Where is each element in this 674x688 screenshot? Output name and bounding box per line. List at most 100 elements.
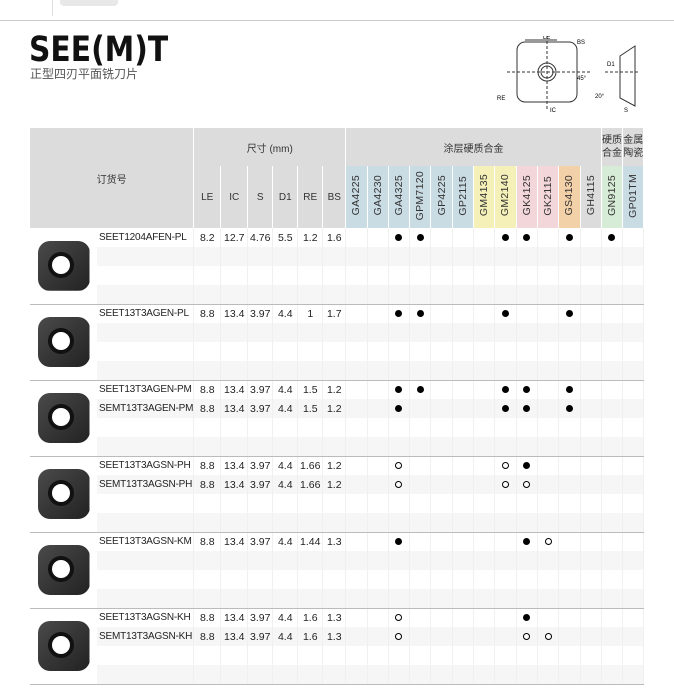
grade-cell-ga4225: [345, 380, 368, 399]
grade-cell-gh4115: [580, 304, 602, 323]
grade-cell-gh4115: [580, 380, 602, 399]
grade-cell-gk4125: [516, 304, 538, 323]
dim-value-ic: 13.4: [220, 304, 249, 323]
page-title: SEE(M)T: [29, 30, 169, 70]
dim-value-s: [247, 646, 274, 665]
dim-value-le: [193, 247, 222, 266]
label-s: S: [624, 108, 628, 114]
grade-label: GA4325: [392, 175, 405, 216]
grade-label: GPM7120: [414, 170, 427, 221]
dim-value-d1: 4.4: [272, 627, 299, 646]
dim-value-bs: [322, 342, 347, 361]
grade-cell-gn9125: [601, 380, 624, 399]
dim-value-bs: 1.3: [322, 532, 347, 551]
grade-cell-gm2140: [494, 589, 517, 609]
dim-value-le: [193, 513, 222, 533]
order-code: [97, 342, 195, 361]
grade-cell-gpm7120: [409, 266, 432, 285]
grade-cell-gp2115: [452, 418, 475, 437]
optional-circle-icon: [395, 613, 403, 621]
grade-cell-gm4135: [473, 570, 496, 589]
grade-label: GN9125: [605, 175, 618, 216]
recommended-dot-icon: [608, 233, 616, 241]
grade-cell-gk4125: [516, 627, 538, 646]
insert-image: [30, 380, 97, 457]
grade-cell-gk4125: [516, 589, 538, 609]
grade-cell-gm2140: [494, 437, 517, 457]
recommended-dot-icon: [416, 385, 424, 393]
grade-cell-gm2140: [494, 228, 517, 247]
grade-cell-gp4225: [430, 380, 453, 399]
grade-cell-gp2115: [452, 247, 475, 266]
dim-value-ic: [220, 646, 249, 665]
grade-cell-gh4115: [580, 665, 602, 685]
grade-cell-gp4225: [430, 665, 453, 685]
grade-cell-gp01tm: [622, 437, 645, 457]
dim-value-re: [297, 551, 324, 570]
grade-cell-ga4230: [367, 399, 389, 418]
grade-cell-gp01tm: [622, 475, 645, 494]
grade-cell-gm4135: [473, 494, 496, 513]
grade-cell-ga4225: [345, 418, 368, 437]
grade-cell-gm2140: [494, 456, 517, 475]
grade-cell-gp2115: [452, 228, 475, 247]
grade-cell-ga4325: [388, 247, 411, 266]
dim-value-le: 8.8: [193, 532, 222, 551]
grade-cell-gh4115: [580, 228, 602, 247]
divider: [52, 0, 53, 16]
grade-cell-gk4125: [516, 646, 538, 665]
dim-value-re: [297, 285, 324, 305]
dim-value-s: 3.97: [247, 475, 274, 494]
dim-value-s: 4.76: [247, 228, 274, 247]
grade-label: GA4225: [350, 175, 363, 216]
dim-value-bs: [322, 247, 347, 266]
grade-cell-gp01tm: [622, 589, 645, 609]
recommended-dot-icon: [395, 309, 403, 317]
dim-value-ic: [220, 323, 249, 342]
optional-circle-icon: [523, 632, 531, 640]
dim-value-bs: [322, 513, 347, 533]
grade-cell-gp4225: [430, 494, 453, 513]
dim-value-re: 1: [297, 304, 324, 323]
dim-value-le: 8.8: [193, 627, 222, 646]
grade-cell-ga4325: [388, 399, 411, 418]
grade-label: GM4135: [478, 174, 491, 217]
grade-cell-gk2115: [537, 342, 560, 361]
dim-value-s: 3.97: [247, 399, 274, 418]
dim-value-s: [247, 551, 274, 570]
table-row: SEET13T3AGEN-PL 8.8 13.4 3.97 4.4 1 1.7: [30, 304, 645, 381]
dim-value-s: [247, 494, 274, 513]
grade-cell-gk2115: [537, 380, 560, 399]
grade-cell-ga4225: [345, 228, 368, 247]
dim-value-bs: [322, 551, 347, 570]
grade-cell-gp4225: [430, 475, 453, 494]
table-row: SEET13T3AGSN-PH 8.8 13.4 3.97 4.4 1.66 1.2: [30, 456, 645, 533]
grade-cell-gm4135: [473, 475, 496, 494]
tab[interactable]: [60, 0, 118, 6]
order-code: [97, 323, 195, 342]
grade-cell-gm4135: [473, 247, 496, 266]
insert-image: [30, 304, 97, 381]
grade-label: GS4130: [563, 175, 576, 216]
grade-cell-gm2140: [494, 285, 517, 305]
grade-cell-ga4230: [367, 456, 389, 475]
grade-cell-gp01tm: [622, 323, 645, 342]
grade-cell-gm2140: [494, 665, 517, 685]
grade-header-ga4325: GA4325: [388, 166, 411, 228]
grade-cell-gm2140: [494, 608, 517, 627]
grade-cell-gp2115: [452, 380, 475, 399]
dim-value-d1: [272, 551, 299, 570]
grade-cell-gk4125: [516, 513, 538, 533]
grade-cell-gpm7120: [409, 399, 432, 418]
dim-value-le: [193, 437, 222, 457]
dim-value-re: [297, 494, 324, 513]
grade-cell-gm2140: [494, 532, 517, 551]
grade-label: GP4225: [435, 175, 448, 216]
table-row: [30, 513, 645, 533]
grade-cell-gk4125: [516, 247, 538, 266]
grade-cell-gpm7120: [409, 494, 432, 513]
grade-cell-gh4115: [580, 323, 602, 342]
grade-cell-gp2115: [452, 513, 475, 533]
grade-cell-gp4225: [430, 304, 453, 323]
grade-cell-gp2115: [452, 551, 475, 570]
